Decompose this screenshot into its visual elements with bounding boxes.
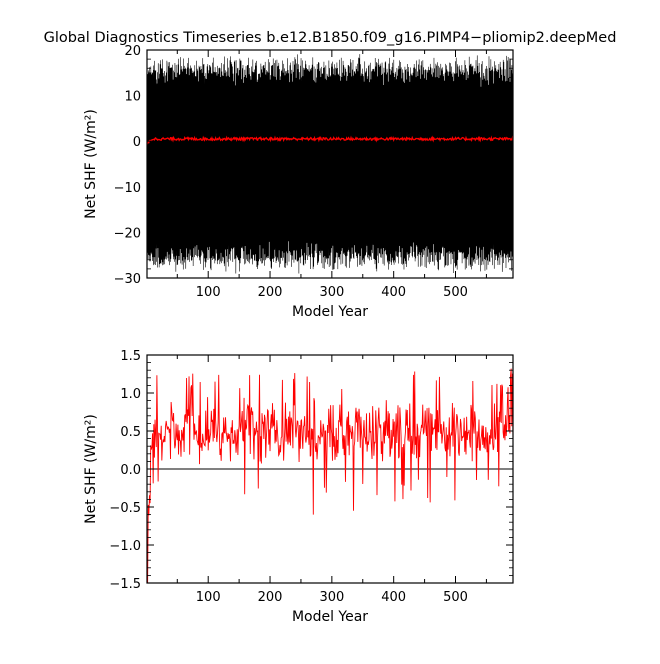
y-tick-label: 10 (124, 90, 141, 105)
x-tick-label: 500 (443, 285, 468, 300)
x-tick-label: 100 (196, 285, 221, 300)
y-tick-label: 0.5 (120, 425, 141, 440)
plot-area (147, 368, 513, 583)
figure-title: Global Diagnostics Timeseries b.e12.B185… (44, 30, 617, 46)
y-tick-label: −0.5 (109, 501, 141, 516)
y-axis-label: Net SHF (W/m²) (83, 414, 99, 524)
x-tick-label: 300 (319, 590, 344, 605)
x-tick-label: 200 (258, 285, 283, 300)
x-tick-label: 400 (381, 285, 406, 300)
y-tick-label: −1.0 (109, 539, 141, 554)
x-axis-label: Model Year (292, 304, 368, 320)
plot-area (147, 54, 513, 274)
y-tick-label: −10 (114, 181, 141, 196)
x-tick-label: 100 (196, 590, 221, 605)
y-tick-label: −1.5 (109, 577, 141, 592)
annual-series-line (147, 135, 513, 145)
monthly-series-line (147, 54, 513, 274)
x-tick-label: 300 (319, 285, 344, 300)
y-tick-label: 1.5 (120, 349, 141, 364)
x-tick-label: 500 (443, 590, 468, 605)
annual-series-line (147, 368, 513, 583)
y-axis-label: Net SHF (W/m²) (83, 109, 99, 219)
x-axis-label: Model Year (292, 609, 368, 625)
x-tick-label: 200 (258, 590, 283, 605)
y-tick-label: 1.0 (120, 387, 141, 402)
y-tick-label: 0.0 (120, 463, 141, 478)
net-shf-monthly-panel: 100 200 300 400 500 −30 −20 −10 0 10 20 Model Year N… (83, 44, 514, 320)
y-tick-label: 0 (133, 135, 141, 150)
y-tick-label: 20 (124, 44, 141, 59)
net-shf-annual-panel: 100 200 300 400 500 −1.5 −1.0 −0.5 0.0 0.5 1.0 1.5 M… (83, 349, 514, 625)
x-tick-label: 400 (381, 590, 406, 605)
y-tick-label: −20 (114, 226, 141, 241)
y-tick-label: −30 (114, 272, 141, 287)
plot-frame (146, 49, 514, 279)
